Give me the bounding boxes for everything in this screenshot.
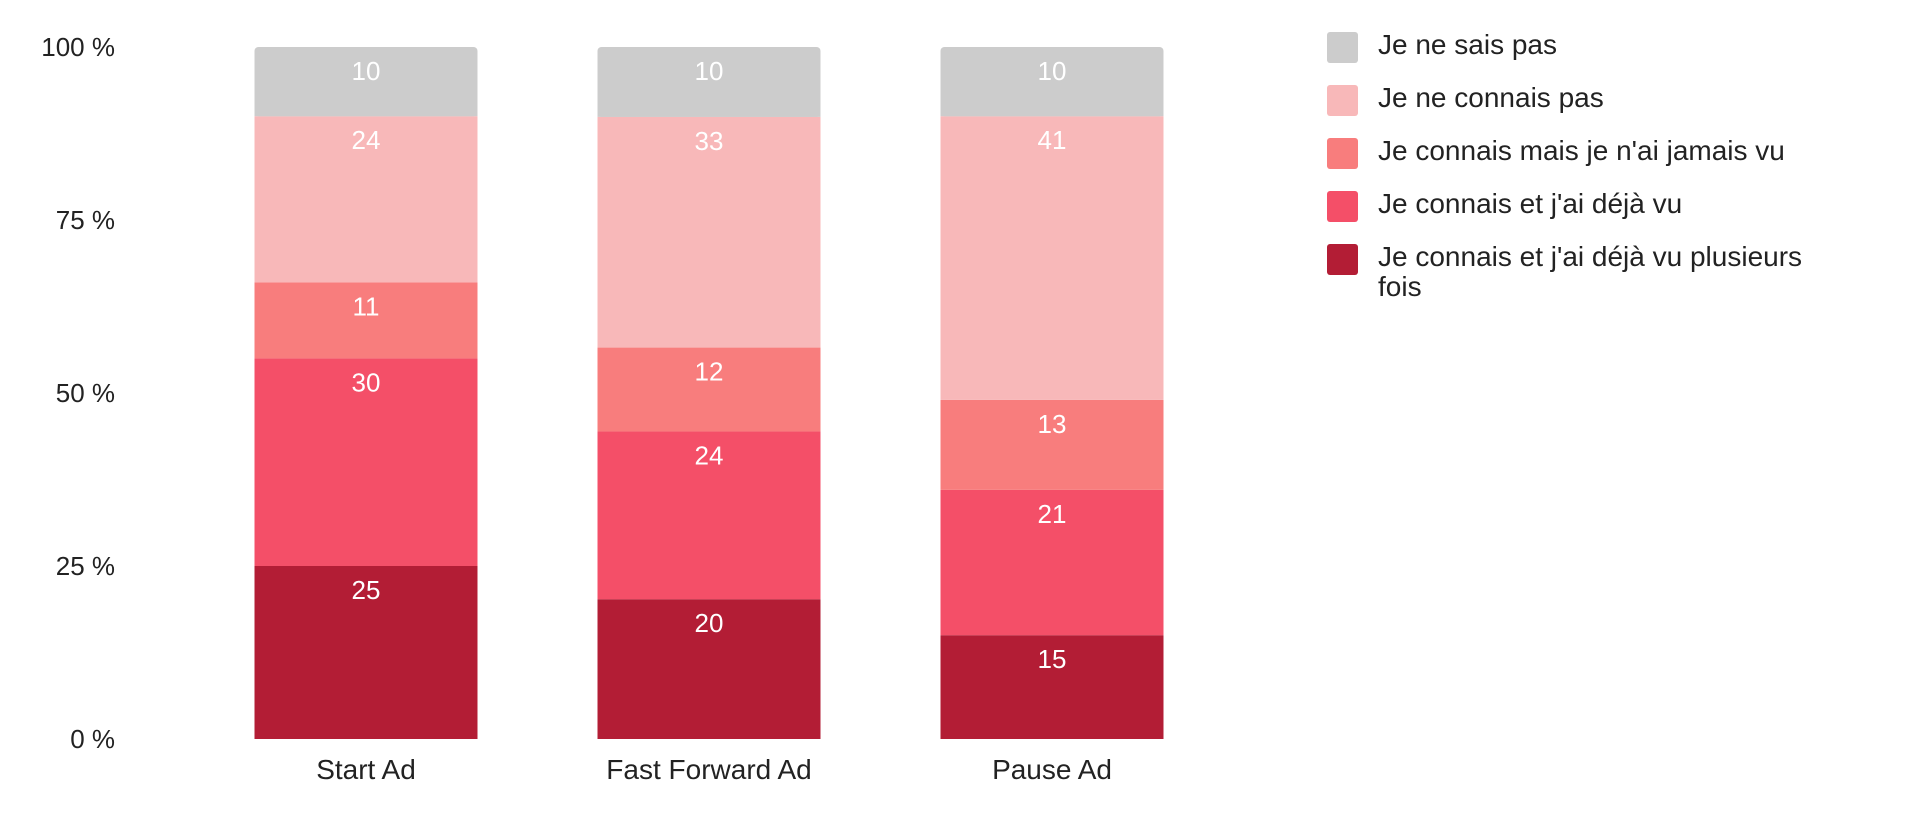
y-tick-label: 0 %: [70, 724, 115, 754]
legend-swatch: [1327, 138, 1358, 169]
legend-swatch: [1327, 191, 1358, 222]
data-label: 10: [352, 56, 381, 86]
legend-label: Je connais et j'ai déjà vu plusieurs foi…: [1378, 241, 1803, 302]
legend-item: Je connais mais je n'ai jamais vu: [1327, 136, 1887, 169]
y-tick-label: 25 %: [56, 551, 115, 581]
data-label: 30: [352, 367, 381, 397]
legend-item: Je ne sais pas: [1327, 30, 1887, 63]
legend-label: Je ne sais pas: [1378, 29, 1557, 60]
data-label: 15: [1038, 644, 1067, 674]
bar-segment-fill: [254, 81, 478, 117]
legend-item: Je ne connais pas: [1327, 83, 1887, 116]
legend-label: Je ne connais pas: [1378, 82, 1604, 113]
bar-segment: [254, 358, 478, 566]
legend-item: Je connais et j'ai déjà vu: [1327, 189, 1887, 222]
data-label: 20: [695, 608, 724, 638]
bar-segment: [597, 116, 821, 348]
legend-swatch: [1327, 32, 1358, 63]
legend-swatch: [1327, 85, 1358, 116]
y-tick-label: 50 %: [56, 378, 115, 408]
bar-segment: [254, 116, 478, 283]
legend-label: Je connais et j'ai déjà vu: [1378, 188, 1683, 219]
x-category-label: Fast Forward Ad: [606, 754, 811, 785]
data-label: 12: [695, 357, 724, 387]
data-label: 11: [353, 291, 380, 321]
legend-item: Je connais et j'ai déjà vu plusieurs foi…: [1327, 242, 1887, 302]
y-tick-label: 100 %: [41, 32, 115, 62]
data-label: 21: [1038, 499, 1067, 529]
bar-segment: [597, 431, 821, 600]
data-label: 10: [695, 56, 724, 86]
bar-segment: [597, 347, 821, 432]
bar-segment: [940, 399, 1164, 490]
data-label: 33: [695, 126, 724, 156]
bar-segment: [940, 489, 1164, 636]
data-label: 41: [1038, 125, 1067, 155]
bar-segment: [940, 635, 1164, 739]
legend-label: Je connais mais je n'ai jamais vu: [1378, 135, 1785, 166]
data-label: 10: [1038, 56, 1067, 86]
bar-segment-fill: [940, 81, 1164, 117]
chart-legend: Je ne sais pas Je ne connais pas Je connai…: [1327, 30, 1887, 322]
bar-segment: [254, 566, 478, 739]
x-category-label: Start Ad: [316, 754, 416, 785]
data-label: 25: [352, 575, 381, 605]
data-label: 24: [352, 125, 381, 155]
data-label: 13: [1038, 409, 1067, 439]
bar-segment: [940, 116, 1164, 400]
bar-segment-fill: [597, 81, 821, 117]
legend-swatch: [1327, 244, 1358, 275]
data-label: 24: [695, 440, 724, 470]
x-category-label: Pause Ad: [992, 754, 1112, 785]
y-tick-label: 75 %: [56, 205, 115, 235]
bar-segment: [254, 282, 478, 359]
bar-segment: [597, 599, 821, 739]
